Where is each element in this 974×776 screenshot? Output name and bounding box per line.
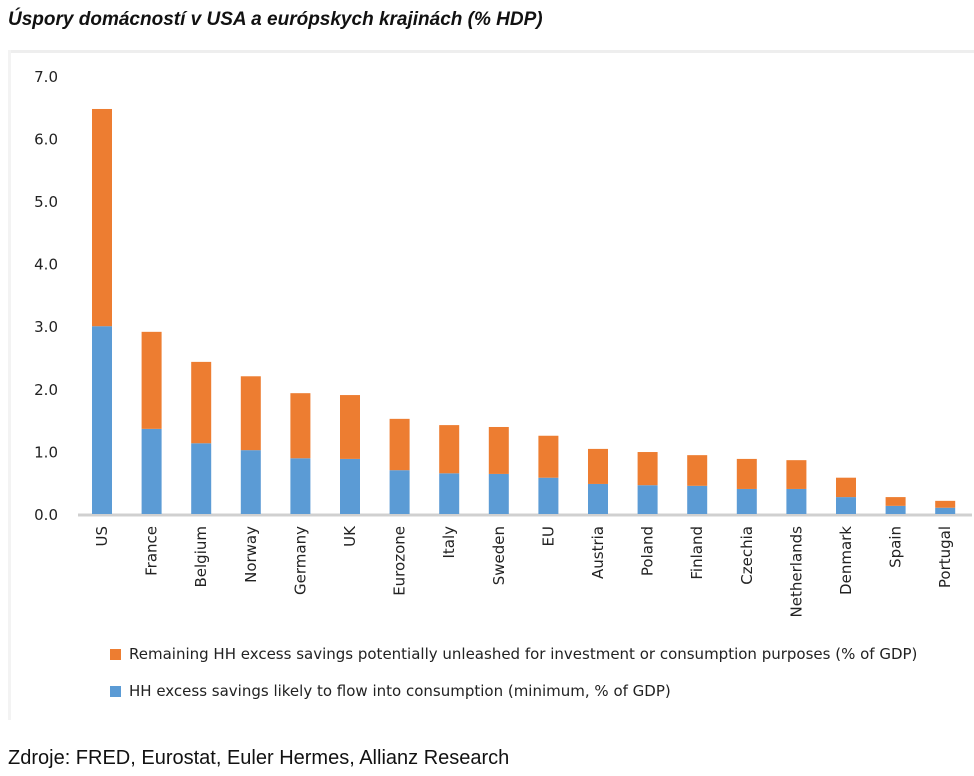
x-tick-label: Denmark [837, 526, 855, 595]
bar-chart: 0.0 1.0 2.0 3.0 4.0 5.0 6.0 7.0 US France Belgium N… [34, 68, 972, 618]
bar-remaining-germany [290, 393, 311, 459]
x-tick-label: Czechia [738, 526, 756, 585]
legend-label: HH excess savings likely to flow into co… [129, 682, 671, 700]
bar-remaining-us [92, 108, 112, 327]
divider [8, 50, 974, 53]
bar-consumption-france [141, 428, 162, 514]
bar-remaining-uk [340, 395, 360, 459]
x-tick-label: Norway [242, 526, 260, 583]
bar-consumption-netherlands [786, 488, 807, 514]
source-note: Zdroje: FRED, Eurostat, Euler Hermes, Al… [8, 747, 510, 769]
x-tick-label: EU [539, 526, 557, 546]
x-tick-label: Spain [887, 526, 905, 568]
bar-consumption-eu [538, 477, 559, 514]
bar-remaining-norway [240, 376, 261, 451]
x-tick-label: US [93, 526, 111, 547]
y-tick-label: 0.0 [34, 506, 58, 524]
x-tick-label: Poland [639, 526, 657, 576]
chart-title: Úspory domácností v USA a európskych kra… [8, 9, 543, 30]
x-tick-label: UK [341, 525, 359, 547]
bar-consumption-spain [885, 505, 906, 514]
x-tick-label: Portugal [936, 526, 954, 588]
bar-remaining-spain [885, 497, 906, 506]
bar-consumption-sweden [488, 473, 509, 514]
legend-swatch-orange [110, 648, 121, 660]
legend-item-consumption: HH excess savings likely to flow into co… [110, 682, 671, 700]
x-tick-label: Belgium [192, 526, 210, 588]
bar-consumption-czechia [736, 488, 757, 514]
legend-item-remaining: Remaining HH excess savings potentially … [110, 645, 917, 663]
bar-consumption-norway [240, 450, 261, 514]
x-tick-label: Italy [440, 526, 458, 559]
bar-consumption-austria [588, 483, 608, 514]
x-tick-label: Eurozone [391, 526, 409, 596]
y-tick-label: 7.0 [34, 68, 58, 86]
bar-consumption-italy [439, 473, 460, 514]
bar-consumption-germany [290, 458, 311, 514]
x-tick-label: Netherlands [787, 526, 805, 618]
bar-remaining-belgium [191, 361, 212, 444]
y-tick-label: 4.0 [34, 256, 58, 274]
y-tick-label: 3.0 [34, 318, 58, 336]
bar-remaining-poland [637, 452, 658, 486]
legend-swatch-blue [110, 685, 121, 697]
y-tick-label: 2.0 [34, 381, 58, 399]
x-tick-label: France [143, 526, 161, 576]
bar-remaining-eu [538, 435, 559, 478]
bar-remaining-czechia [736, 458, 757, 489]
bar-remaining-austria [588, 448, 608, 484]
bar-consumption-denmark [836, 497, 856, 514]
bar-consumption-eurozone [389, 470, 410, 514]
bar-remaining-france [141, 331, 162, 429]
bar-consumption-uk [340, 458, 360, 514]
bar-consumption-us [92, 326, 112, 514]
x-tick-label: Germany [291, 526, 309, 595]
divider [8, 50, 11, 720]
bar-remaining-portugal [935, 500, 956, 508]
bar-consumption-poland [637, 485, 658, 514]
x-tick-label: Austria [589, 526, 607, 579]
bar-remaining-eurozone [389, 418, 410, 471]
x-tick-label: Finland [688, 526, 706, 580]
legend-label: Remaining HH excess savings potentially … [129, 645, 918, 663]
bar-remaining-italy [439, 425, 460, 474]
y-tick-label: 5.0 [34, 193, 58, 211]
bar-remaining-denmark [836, 477, 856, 498]
bar-consumption-portugal [935, 507, 956, 514]
x-tick-label: Sweden [490, 526, 508, 585]
y-tick-label: 1.0 [34, 443, 58, 461]
bar-consumption-finland [687, 485, 708, 514]
bar-remaining-netherlands [786, 460, 807, 489]
bar-remaining-sweden [488, 426, 509, 474]
bar-consumption-belgium [191, 443, 212, 514]
y-tick-label: 6.0 [34, 130, 58, 148]
bar-remaining-finland [687, 455, 708, 486]
